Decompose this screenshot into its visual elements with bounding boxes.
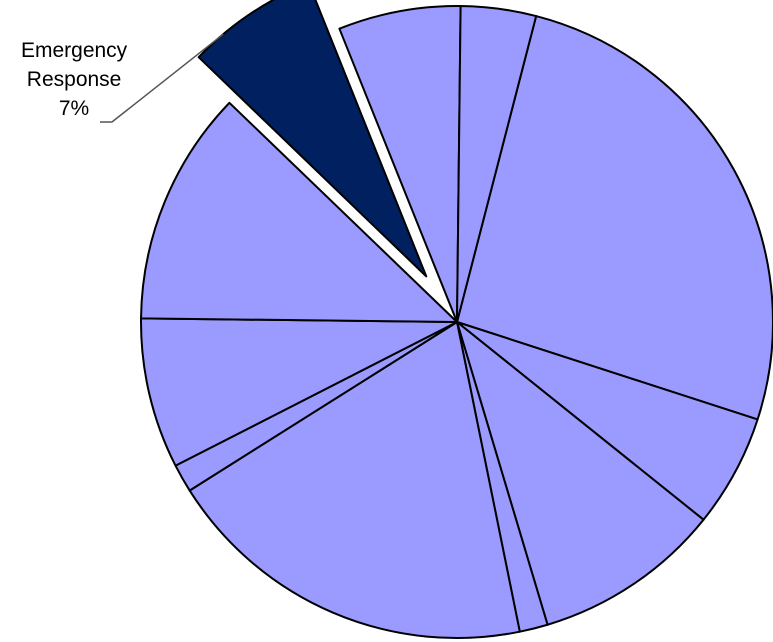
pie-slice [338, 5, 462, 323]
pie-slices [140, 0, 773, 639]
pie-slice [456, 5, 538, 323]
pie-slice [456, 15, 773, 421]
pie-slice [456, 321, 705, 626]
callout-label-line-2: Response [27, 68, 122, 91]
callout-leader-line [100, 33, 224, 123]
pie-slice [140, 317, 458, 467]
pie-slice [188, 321, 521, 639]
callout-label-line-1: Emergency [21, 39, 128, 62]
callout-label-line-3: 7% [59, 97, 89, 120]
pie-slice [140, 101, 458, 323]
pie-slice-highlighted [197, 0, 428, 278]
callout-label: Emergency Response 7% [21, 39, 133, 120]
